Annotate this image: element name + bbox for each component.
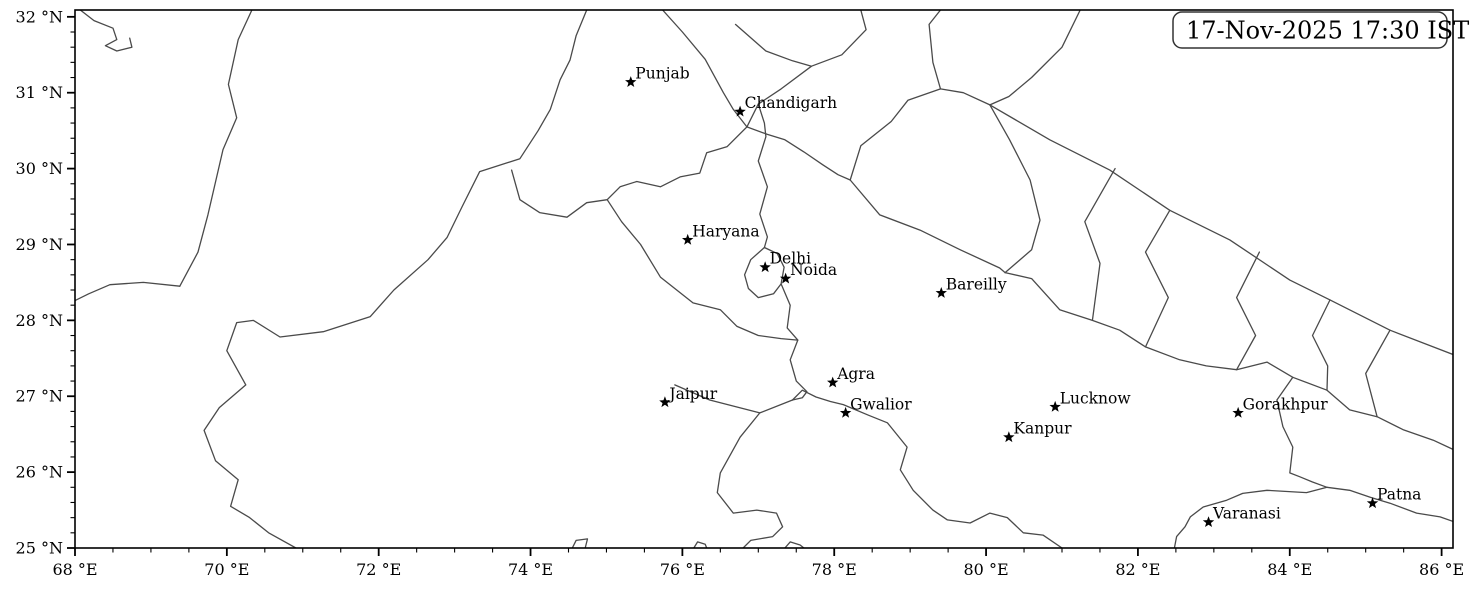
boundary-bihar-south-boundary xyxy=(1326,486,1453,523)
boundary-delhi-outline xyxy=(743,246,785,299)
boundary-up-bihar-boundary xyxy=(1276,376,1328,488)
x-tick-label: 72 °E xyxy=(356,560,401,579)
boundary-up-boundary-southwest xyxy=(1173,486,1328,548)
y-tick-label: 30 °N xyxy=(16,159,63,178)
city-label-lucknow: Lucknow xyxy=(1060,389,1132,407)
y-tick-label: 25 °N xyxy=(16,539,63,558)
y-tick-label: 27 °N xyxy=(16,387,63,406)
y-tick-label: 32 °N xyxy=(16,7,63,26)
boundary-nepal-province-line-4 xyxy=(1311,299,1331,391)
city-marker-varanasi xyxy=(1202,516,1215,528)
city-marker-punjab xyxy=(625,76,637,87)
y-tick-label: 26 °N xyxy=(16,463,63,482)
city-marker-delhi xyxy=(759,261,771,273)
state-boundaries-layer xyxy=(75,10,1453,548)
boundary-nepal-south-border xyxy=(1004,271,1453,451)
city-label-varanasi: Varanasi xyxy=(1212,505,1281,523)
x-tick-label: 84 °E xyxy=(1267,560,1312,579)
city-marker-gwalior xyxy=(839,406,852,418)
boundary-bottom-edge-squiggle-3 xyxy=(784,541,805,548)
boundary-up-rajasthan-boundary xyxy=(780,283,808,401)
city-marker-kanpur xyxy=(1003,431,1015,443)
x-tick-label: 82 °E xyxy=(1115,560,1160,579)
boundary-tibet-border-line xyxy=(989,10,1081,106)
x-tick-label: 70 °E xyxy=(204,560,249,579)
city-label-patna: Patna xyxy=(1377,486,1421,504)
boundary-himachal-inner-line xyxy=(746,65,813,128)
city-label-agra: Agra xyxy=(836,365,875,383)
x-tick-label: 86 °E xyxy=(1419,560,1464,579)
boundary-nepal-west-border xyxy=(989,104,1041,274)
city-marker-patna xyxy=(1366,497,1379,509)
boundary-nepal-province-line-2 xyxy=(1144,209,1171,348)
boundary-bottom-edge-squiggle-1 xyxy=(571,538,589,548)
city-label-punjab: Punjab xyxy=(635,65,689,83)
boundary-nepal-province-line-5 xyxy=(1365,329,1391,418)
boundary-rajasthan-mp-west-branch xyxy=(674,384,794,414)
y-tick-label: 31 °N xyxy=(16,83,63,102)
city-label-noida: Noida xyxy=(790,261,837,279)
plot-border xyxy=(74,9,1454,549)
city-label-haryana: Haryana xyxy=(692,222,759,240)
city-marker-noida xyxy=(779,272,792,284)
x-tick-label: 78 °E xyxy=(812,560,857,579)
x-tick-label: 74 °E xyxy=(508,560,553,579)
axes-layer: 68 °E 70 °E 72 °E 74 °E 76 °E 78 °E 80 °E 82 °E… xyxy=(16,7,1465,579)
city-label-jaipur: Jaipur xyxy=(667,385,717,403)
timestamp-text: 17-Nov-2025 17:30 IST xyxy=(1186,17,1469,45)
boundary-bottom-edge-squiggle-2 xyxy=(693,541,708,548)
city-marker-lucknow xyxy=(1049,400,1061,412)
boundary-mp-up-boundary xyxy=(791,389,1063,548)
boundary-haryana-rajasthan-boundary xyxy=(606,199,799,341)
y-tick-label: 29 °N xyxy=(16,235,63,254)
y-tick-label: 28 °N xyxy=(16,311,63,330)
boundary-pakistan-province-boundary-west xyxy=(75,281,181,302)
city-label-gorakhpur: Gorakhpur xyxy=(1243,395,1329,413)
timestamp-box-border xyxy=(1172,11,1448,49)
city-marker-bareilly xyxy=(935,287,947,298)
boundary-uttarakhand-west-north-boundary xyxy=(849,88,991,181)
city-label-gwalior: Gwalior xyxy=(850,395,912,413)
city-marker-gorakhpur xyxy=(1232,406,1244,418)
city-marker-agra xyxy=(827,376,839,388)
city-marker-jaipur xyxy=(659,396,671,408)
city-label-kanpur: Kanpur xyxy=(1013,420,1072,438)
city-label-delhi: Delhi xyxy=(770,250,812,268)
boundary-himachal-north-line xyxy=(734,10,867,67)
timestamp-box: 17-Nov-2025 17:30 IST xyxy=(1172,11,1469,49)
boundary-northwest-squiggle xyxy=(79,10,133,52)
x-tick-label: 80 °E xyxy=(964,560,1009,579)
boundary-himachal-south-boundary xyxy=(746,126,851,181)
boundary-uttarakhand-up-boundary xyxy=(849,179,1006,274)
boundary-nepal-province-line-3 xyxy=(1235,251,1261,371)
boundary-rajasthan-mp-boundary xyxy=(716,412,784,548)
boundary-nepal-province-line-1 xyxy=(1084,167,1116,322)
city-label-chandigarh: Chandigarh xyxy=(745,94,838,112)
boundary-pakistan-province-boundary-north xyxy=(179,10,253,287)
city-label-bareilly: Bareilly xyxy=(946,276,1007,294)
boundary-punjab-state-east-boundary xyxy=(510,10,748,218)
boundary-uttarakhand-north-line xyxy=(928,10,942,90)
city-marker-chandigarh xyxy=(734,105,746,117)
boundary-haryana-up-yamuna-boundary xyxy=(757,103,769,249)
city-marker-haryana xyxy=(681,233,694,245)
x-tick-label: 76 °E xyxy=(660,560,705,579)
boundary-nepal-north-border xyxy=(989,104,1453,356)
boundary-india-pakistan-border xyxy=(203,10,588,548)
x-tick-label: 68 °E xyxy=(52,560,97,579)
